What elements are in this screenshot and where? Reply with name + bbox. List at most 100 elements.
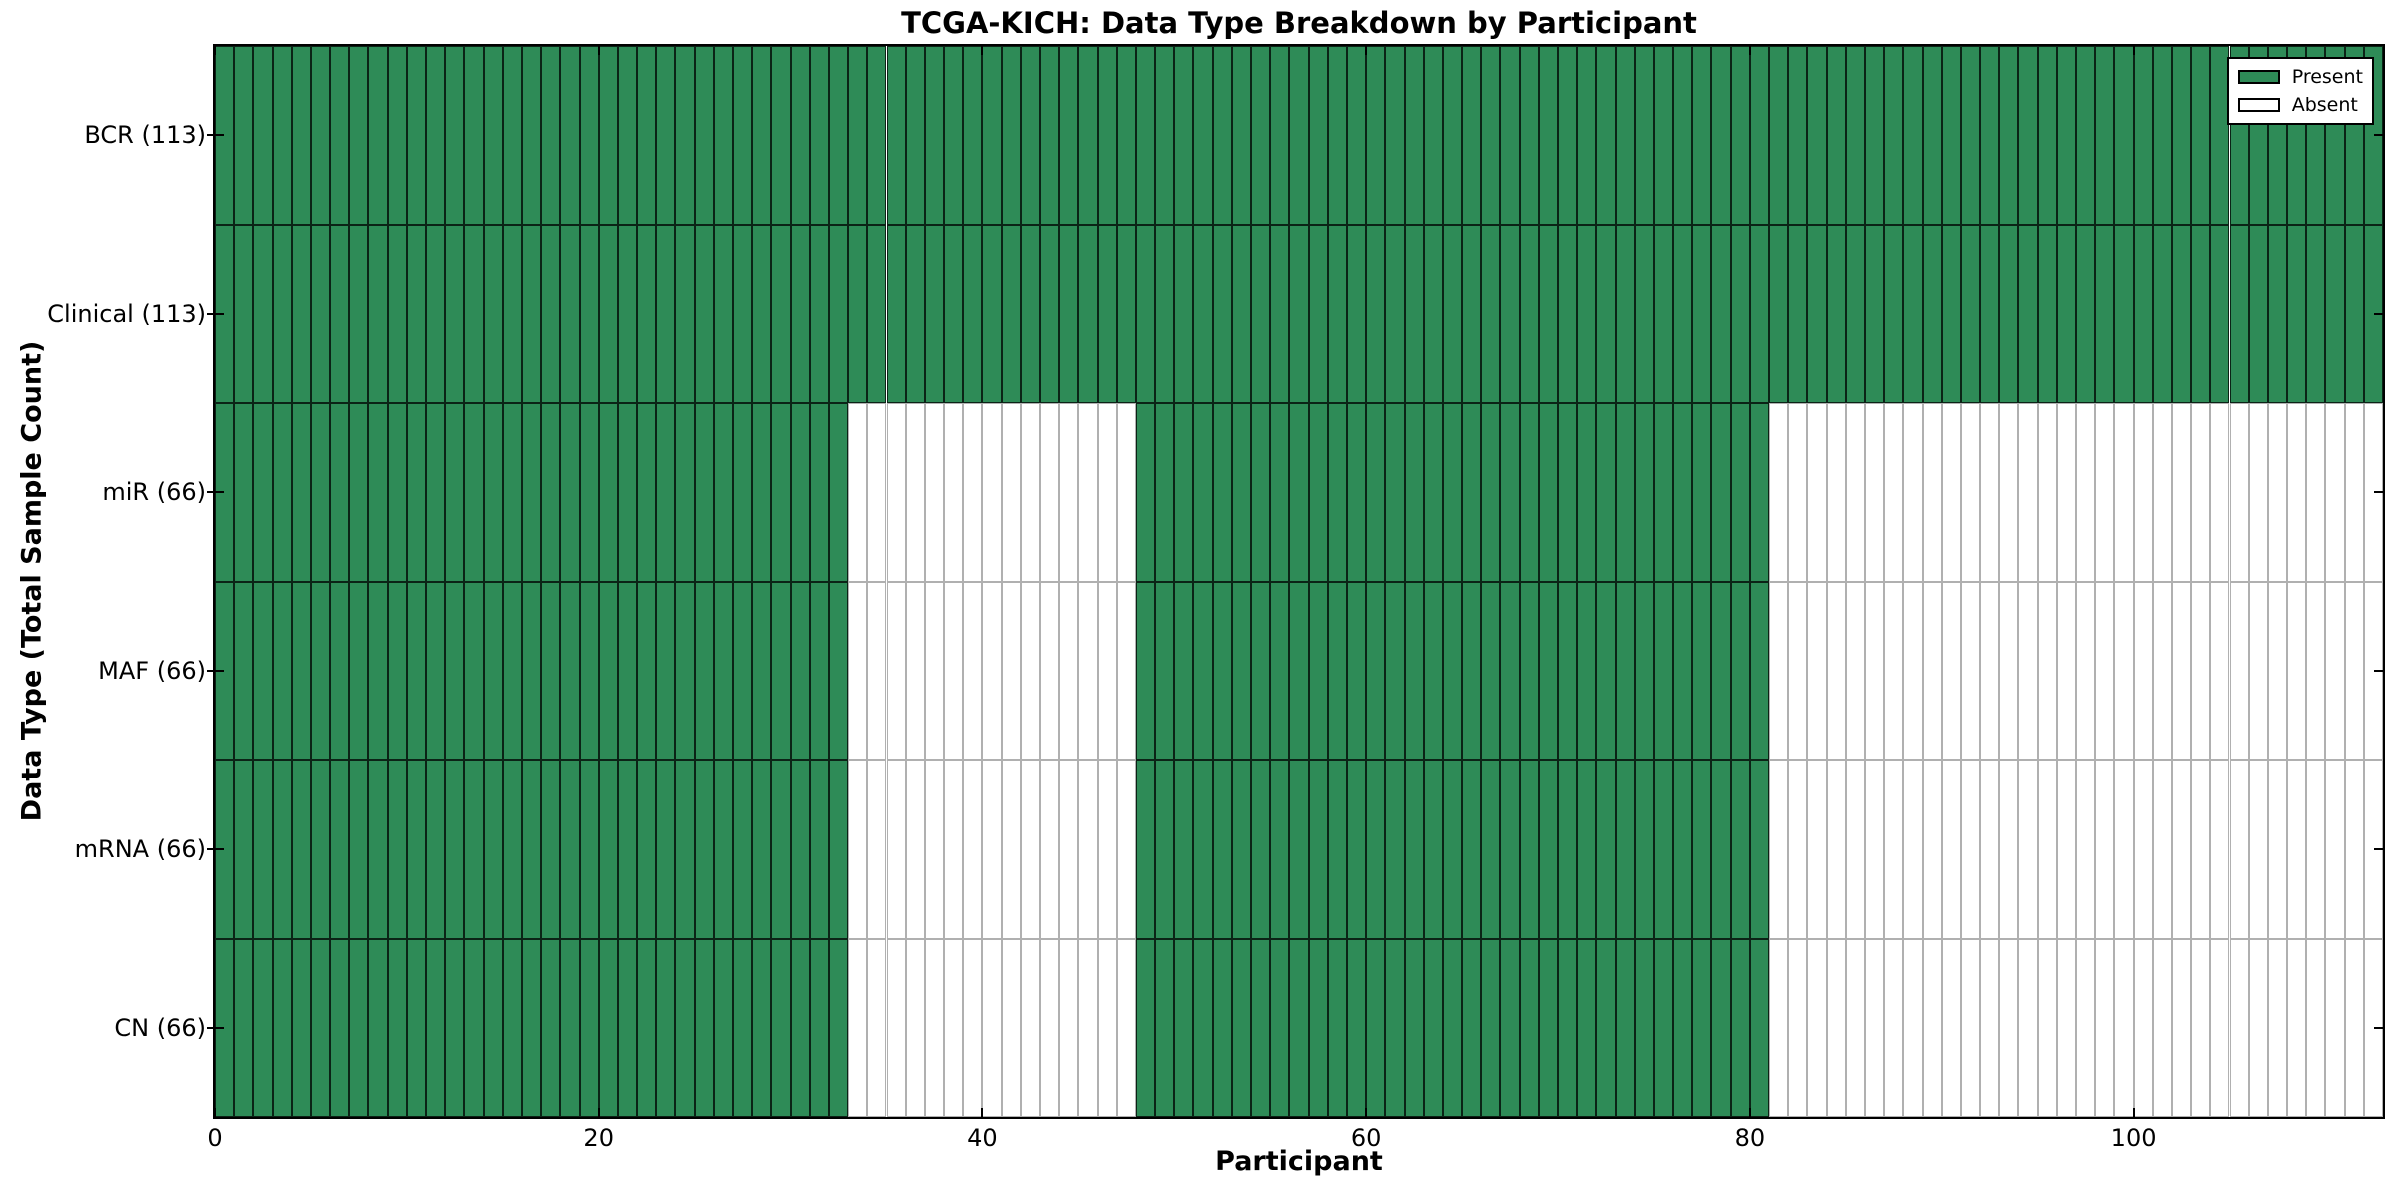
heatmap-cell [310,581,331,760]
heatmap-cell [483,224,503,403]
heatmap-cell [1366,403,1386,582]
heatmap-cell [1922,581,1942,760]
heatmap-cell [1692,938,1712,1117]
heatmap-cell [1385,403,1405,582]
heatmap-cell [1788,581,1808,760]
heatmap-cell [790,581,810,760]
heatmap-cell [1442,46,1463,225]
heatmap-cell [886,224,906,403]
heatmap-cell [617,581,638,760]
heatmap-cell [368,938,388,1117]
heatmap-cell [310,938,331,1117]
heatmap-cell [1174,403,1194,582]
heatmap-cell [1922,403,1942,582]
heatmap-cell [1231,403,1252,582]
heatmap-cell [1673,46,1693,225]
heatmap-cell [445,224,465,403]
heatmap-cell [1826,581,1846,760]
heatmap-cell [2171,403,2192,582]
heatmap-cell [1941,224,1961,403]
heatmap-cell [579,224,599,403]
heatmap-cell [848,581,868,760]
x-tick [981,1108,984,1117]
heatmap-cell [1327,46,1347,225]
heatmap-cell [1730,46,1750,225]
heatmap-row [215,938,2383,1117]
heatmap-cell [1500,46,1520,225]
y-tick-label: Clinical (113) [47,299,206,328]
heatmap-cell [1864,46,1885,225]
heatmap-cell [1116,403,1136,582]
heatmap-cell [272,760,292,939]
heatmap-cell [1980,224,2000,403]
heatmap-cell [1749,581,1770,760]
heatmap-cell [1251,224,1271,403]
x-tick [214,46,216,55]
y-tick-label: mRNA (66) [74,835,206,864]
heatmap-cell [1385,938,1405,1117]
heatmap-cell [2114,403,2134,582]
heatmap-cell [2114,46,2134,225]
heatmap-cell [349,760,369,939]
heatmap-cell [1346,938,1367,1117]
heatmap-cell [1155,760,1175,939]
heatmap-cell [2171,938,2192,1117]
heatmap-cell [1577,403,1597,582]
heatmap-cell [1020,938,1040,1117]
heatmap-cell [1673,760,1693,939]
heatmap-cell [982,224,1002,403]
heatmap-cell [963,581,983,760]
heatmap-cell [2095,46,2115,225]
heatmap-cell [867,938,887,1117]
heatmap-cell [1769,760,1789,939]
heatmap-cell [1481,403,1501,582]
heatmap-cell [1596,938,1616,1117]
heatmap-cell [502,46,522,225]
heatmap-cell [291,760,311,939]
heatmap-cell [234,760,254,939]
y-tick [2374,491,2383,494]
heatmap-cell [637,938,657,1117]
heatmap-cell [2095,224,2115,403]
heatmap-cell [2171,760,2192,939]
heatmap-cell [1020,760,1040,939]
heatmap-cell [1078,938,1098,1117]
heatmap-row [215,581,2383,760]
heatmap-cell [541,46,561,225]
heatmap-cell [1442,403,1463,582]
heatmap-cell [1558,403,1578,582]
heatmap-cell [1155,938,1175,1117]
heatmap-cell [1116,938,1136,1117]
heatmap-cell [2287,224,2307,403]
heatmap-cell [1730,403,1750,582]
heatmap-cell [2229,224,2249,403]
heatmap-cell [1462,403,1482,582]
heatmap-cell [1615,581,1635,760]
heatmap-cell [349,581,369,760]
heatmap-cell [2287,938,2307,1117]
heatmap-cell [1423,403,1443,582]
heatmap-cell [1692,581,1712,760]
heatmap-cell [2191,581,2211,760]
heatmap-cell [1769,224,1789,403]
heatmap-cell [2018,581,2038,760]
heatmap-cell [1481,46,1501,225]
y-tick [207,1026,224,1029]
heatmap-cell [1500,760,1520,939]
heatmap-cell [2056,760,2076,939]
heatmap-row [215,46,2383,225]
x-axis-label: Participant [1215,1146,1383,1177]
heatmap-cell [944,760,964,939]
heatmap-cell [2248,760,2268,939]
heatmap-cell [1519,938,1539,1117]
heatmap-cell [1634,760,1654,939]
heatmap-cell [1193,760,1213,939]
heatmap-cell [2344,938,2364,1117]
heatmap-cell [1251,46,1271,225]
heatmap-cell [2037,224,2057,403]
heatmap-cell [2133,581,2153,760]
heatmap-cell [445,938,465,1117]
heatmap-cell [1270,403,1290,582]
heatmap-cell [234,403,254,582]
heatmap-cell [1749,46,1770,225]
